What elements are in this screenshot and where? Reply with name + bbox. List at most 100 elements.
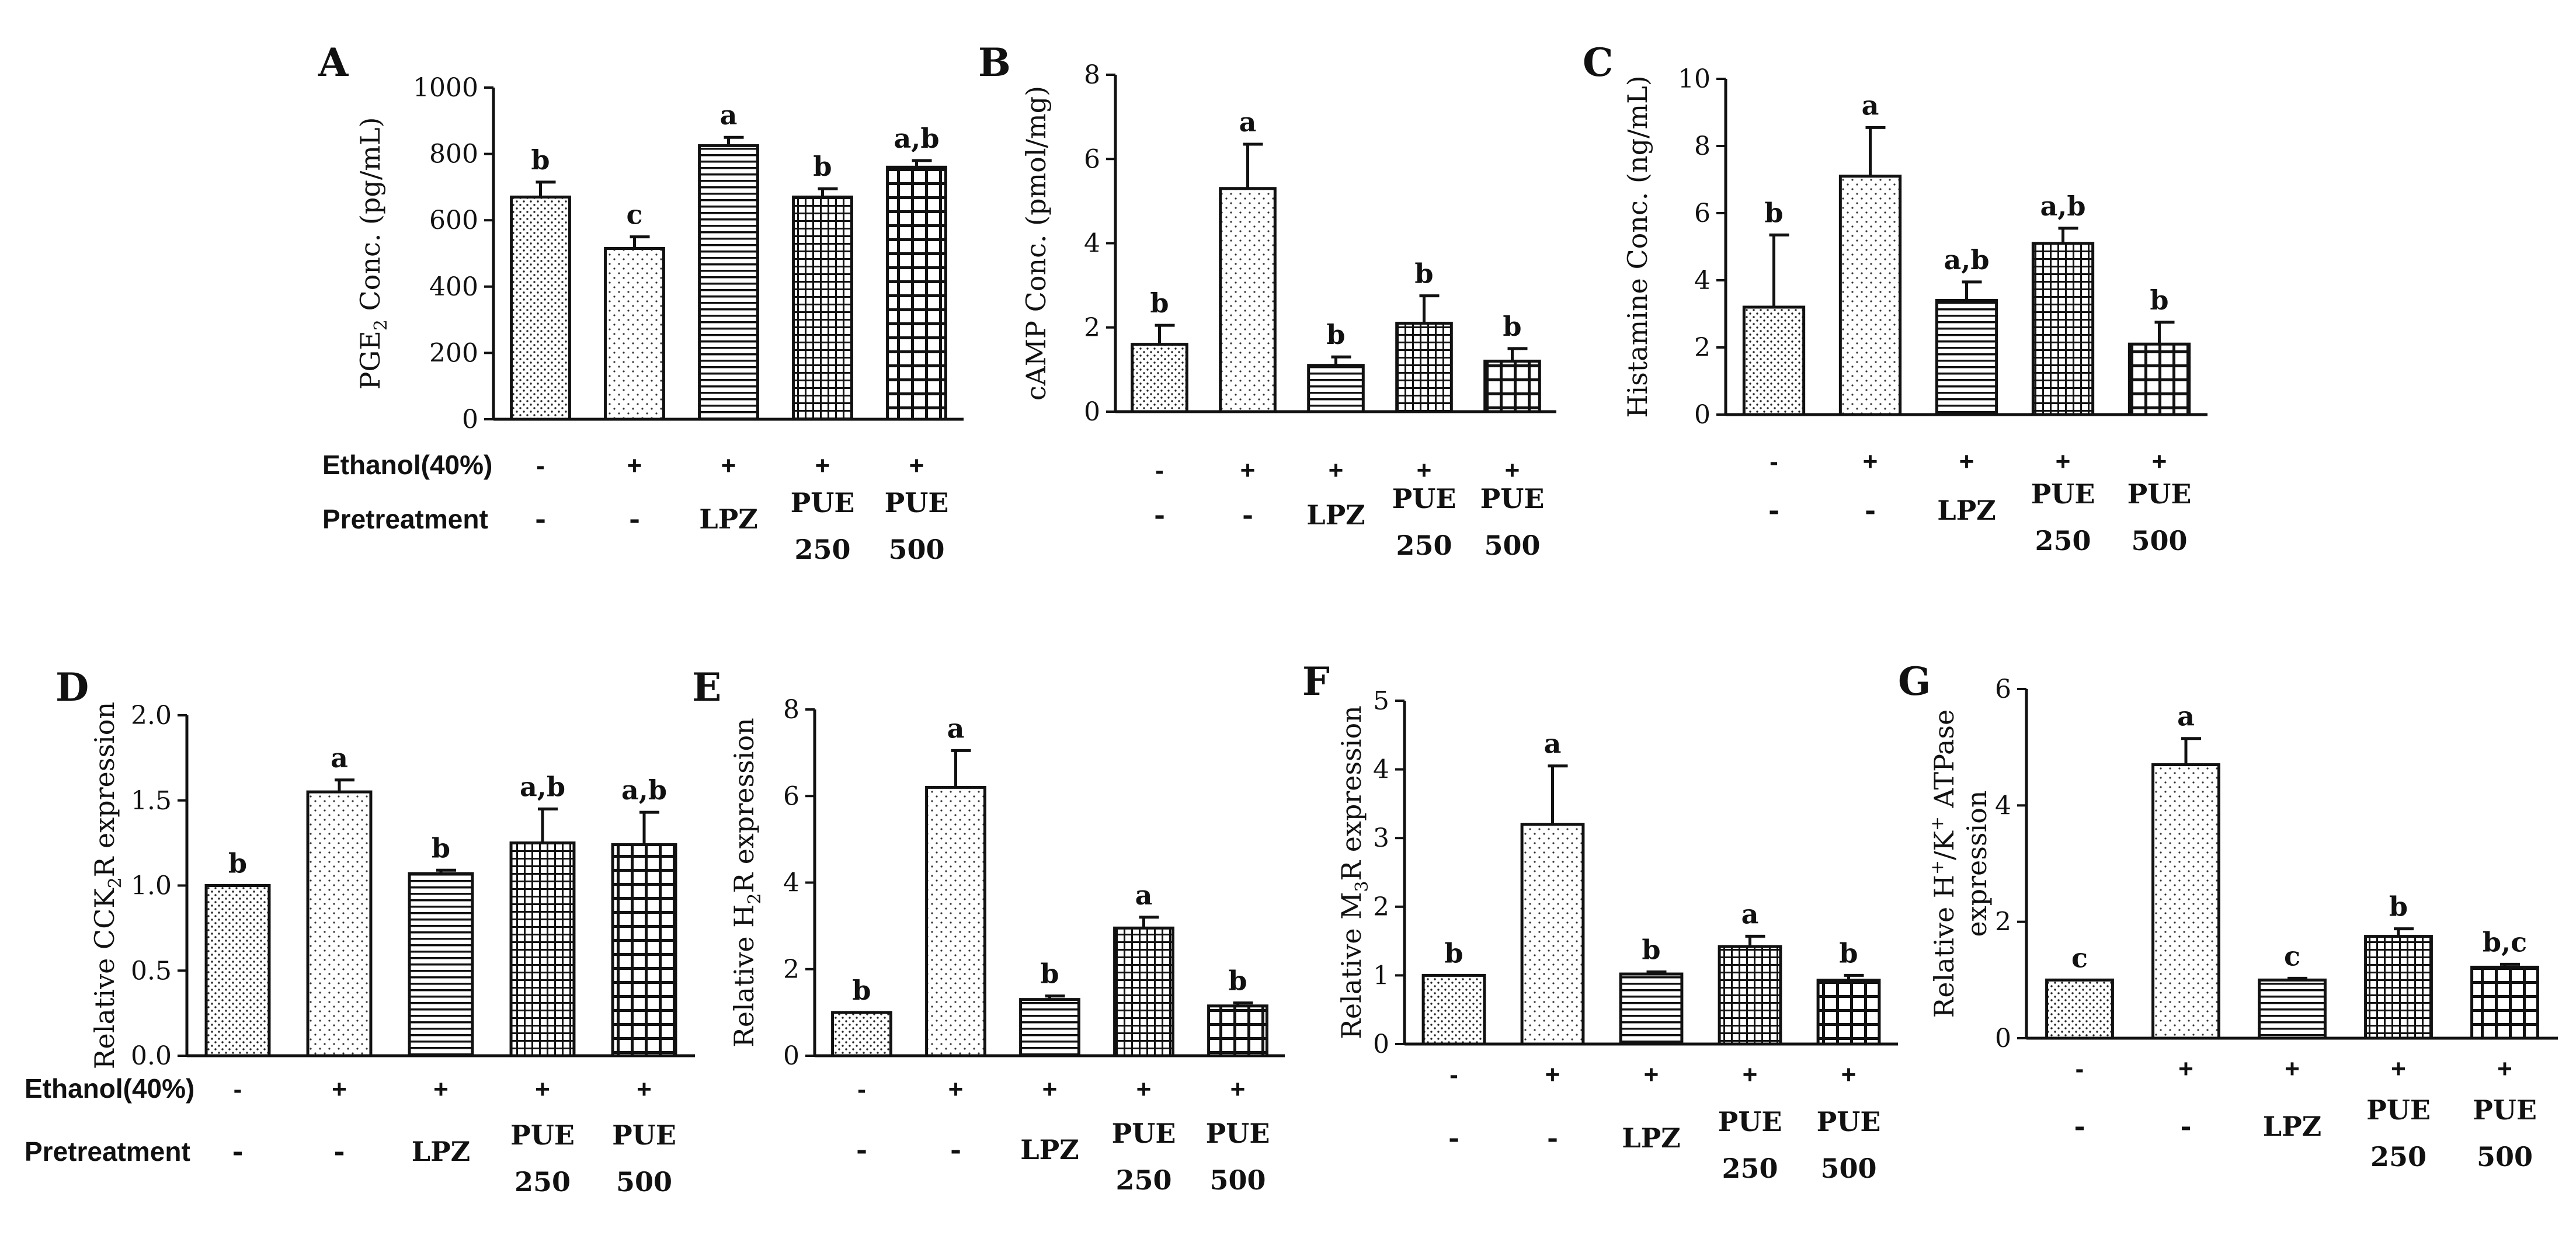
- panel-letter-g: G: [1898, 659, 1931, 704]
- ethanol-marker: -: [2076, 1055, 2084, 1083]
- pretreatment-label: LPZ: [1020, 1134, 1079, 1165]
- ethanol-marker: +: [1230, 1075, 1246, 1104]
- y-tick-label: 800: [429, 140, 478, 169]
- bar: [306, 790, 373, 1057]
- pretreatment-label: -: [2074, 1111, 2085, 1142]
- pretreatment-label: -: [1448, 1122, 1459, 1154]
- bar: [509, 841, 576, 1057]
- y-tick-label: 4: [1373, 755, 1389, 785]
- y-axis-label-part: cAMP Conc. (pmol/mg): [1020, 86, 1052, 401]
- y-tick-label: 2.0: [131, 701, 172, 730]
- y-axis-label-part: /K: [1928, 830, 1960, 860]
- bar: [2127, 342, 2191, 416]
- significance-label: a,b: [2040, 190, 2086, 222]
- pretreatment-label: 500: [888, 534, 944, 565]
- row-label-ethanol: Ethanol(40%): [322, 450, 492, 480]
- pretreatment-label: PUE: [612, 1119, 676, 1151]
- y-tick-label: 5: [1373, 686, 1389, 716]
- pretreatment-label: 250: [1722, 1153, 1778, 1184]
- bar: [1718, 945, 1782, 1046]
- y-tick-label: 1000: [413, 73, 478, 103]
- pretreatment-label: -: [232, 1136, 243, 1167]
- pretreatment-label: 250: [2035, 525, 2091, 556]
- pretreatment-label: -: [950, 1134, 961, 1165]
- ethanol-marker: +: [1240, 456, 1256, 485]
- pretreatment-label: LPZ: [2263, 1111, 2322, 1142]
- bar: [1307, 364, 1365, 413]
- significance-label: a: [1741, 898, 1759, 930]
- significance-label: a: [947, 712, 965, 744]
- y-axis-label: PGE2 Conc. (pg/mL): [354, 117, 391, 390]
- ethanol-marker: +: [627, 451, 642, 480]
- bar: [1421, 973, 1486, 1046]
- panel-letter-b: B: [978, 40, 1011, 85]
- significance-label: b: [1642, 934, 1660, 966]
- y-axis-label: Relative CCK2R expression: [89, 702, 126, 1069]
- y-axis-label-script: +: [1927, 816, 1948, 831]
- significance-label: a,b: [894, 123, 940, 154]
- ethanol-marker: -: [857, 1075, 866, 1104]
- y-tick-label: 6: [1084, 144, 1100, 174]
- ethanol-marker: +: [332, 1075, 347, 1104]
- bar: [1816, 979, 1881, 1046]
- bar: [1019, 998, 1080, 1057]
- pretreatment-label: LPZ: [1622, 1122, 1681, 1154]
- bar: [611, 843, 677, 1057]
- pretreatment-label: -: [856, 1134, 867, 1165]
- bar: [510, 195, 571, 421]
- y-axis-label-script: 2: [105, 877, 126, 888]
- y-tick-label: 4: [1995, 791, 2011, 820]
- y-axis-label-script: 3: [1352, 881, 1372, 892]
- ethanol-marker: +: [815, 451, 830, 480]
- bar: [408, 872, 474, 1057]
- pretreatment-label: -: [1242, 499, 1253, 531]
- ethanol-marker: -: [536, 451, 545, 480]
- y-tick-label: 0.5: [131, 956, 172, 986]
- y-tick-label: 6: [783, 781, 799, 811]
- y-tick-label: 4: [783, 868, 799, 898]
- y-axis-label-part: R expression: [89, 702, 120, 877]
- pretreatment-label: LPZ: [1306, 499, 1365, 531]
- significance-label: b: [852, 975, 871, 1006]
- pretreatment-label: PUE: [1480, 483, 1545, 514]
- pretreatment-label: 250: [1396, 530, 1452, 561]
- pretreatment-label: 500: [1484, 530, 1540, 561]
- pretreatment-label: 250: [514, 1166, 571, 1198]
- ethanol-marker: +: [948, 1075, 964, 1104]
- y-axis-label-part: R expression: [1336, 705, 1367, 881]
- significance-label: b: [228, 848, 247, 879]
- significance-label: b: [531, 144, 550, 176]
- pretreatment-label: PUE: [1718, 1106, 1782, 1137]
- significance-label: b: [2389, 891, 2408, 923]
- panel-a: A 0 200 400 600 800 1000 PGE2 Conc. (pg/mL) b - - c…: [318, 40, 964, 565]
- ethanol-marker: +: [1743, 1060, 1758, 1089]
- significance-label: b: [1040, 958, 1059, 990]
- row-label-pretreatment: Pretreatment: [322, 504, 488, 534]
- panel-c: C 0 2 4 6 8 10 Histamine Conc. (ng/mL) b - - a + - a,b…: [1583, 40, 2207, 556]
- pretreatment-label: LPZ: [699, 503, 758, 535]
- bar: [1131, 343, 1188, 413]
- pretreatment-label: -: [1154, 499, 1165, 531]
- y-axis-label: Relative H2R expression: [728, 718, 765, 1048]
- y-tick-label: 200: [429, 338, 478, 368]
- y-tick-label: 0: [1995, 1024, 2011, 1053]
- row-label-pretreatment: Pretreatment: [25, 1136, 190, 1167]
- bar: [1395, 322, 1453, 413]
- significance-label: b: [2150, 284, 2168, 316]
- significance-label: c: [2284, 940, 2300, 972]
- pretreatment-label: 250: [794, 534, 850, 565]
- significance-label: a: [720, 99, 738, 131]
- pretreatment-label: PUE: [791, 487, 855, 519]
- y-axis-label-part: Histamine Conc. (ng/mL): [1622, 75, 1653, 418]
- ethanol-marker: +: [1863, 447, 1878, 476]
- pretreatment-label: LPZ: [412, 1136, 471, 1167]
- panel-letter-f: F: [1302, 659, 1330, 704]
- y-axis-label: Relative H+/K+ ATPase: [1927, 709, 1960, 1018]
- panel-letter-a: A: [318, 40, 349, 85]
- ethanol-marker: +: [1136, 1075, 1152, 1104]
- significance-label: a,b: [621, 774, 667, 806]
